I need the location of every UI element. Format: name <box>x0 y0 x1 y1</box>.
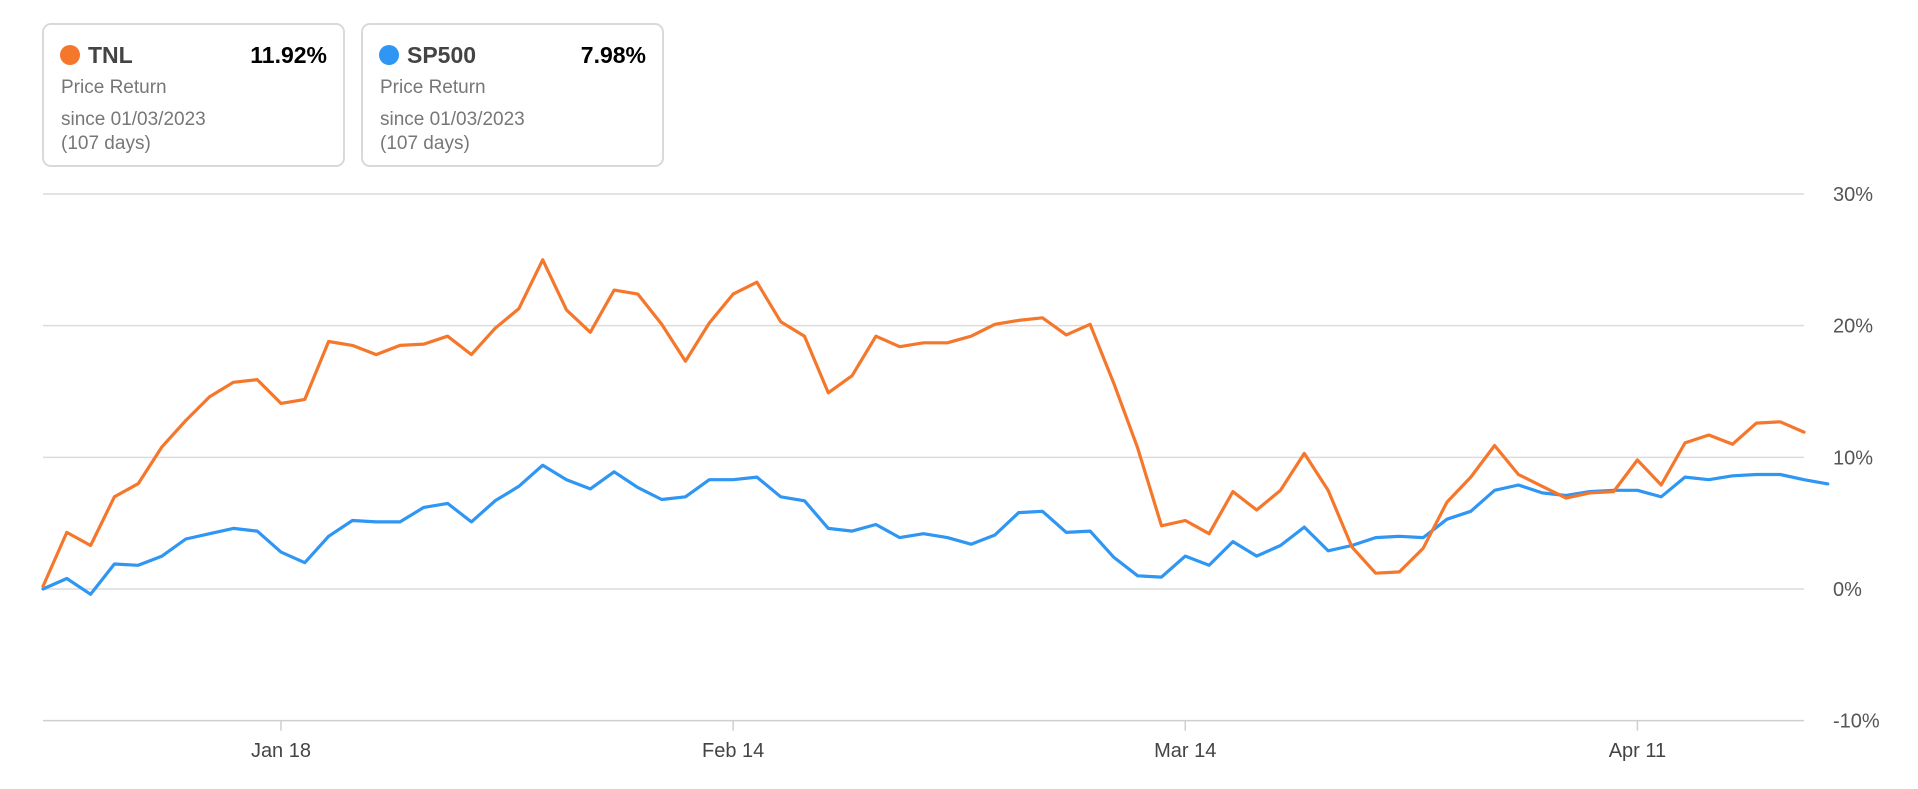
y-tick-label: -10% <box>1833 711 1880 733</box>
tnl-days-count: (107 days) <box>61 133 151 154</box>
x-tick-label: Mar 14 <box>1154 740 1216 762</box>
x-tick-label: Feb 14 <box>702 740 764 762</box>
legend-card-sp500[interactable]: SP500 7.98% Price Return since 01/03/202… <box>361 23 664 167</box>
sp500-since-date: since 01/03/2023 <box>380 109 525 130</box>
sp500-color-dot-icon <box>379 45 399 65</box>
sp500-subtitle: Price Return <box>380 77 486 98</box>
y-tick-label: 0% <box>1833 579 1862 601</box>
y-tick-label: 30% <box>1833 184 1873 206</box>
tnl-ticker: TNL <box>88 41 133 68</box>
sp500-return-value: 7.98% <box>580 41 646 68</box>
legend-card-header: TNL 11.92% <box>60 40 327 70</box>
legend-card-tnl[interactable]: TNL 11.92% Price Return since 01/03/2023… <box>42 23 345 167</box>
series-line-sp500 <box>41 463 1830 596</box>
y-tick-label: 10% <box>1833 447 1873 469</box>
sp500-ticker: SP500 <box>407 41 477 68</box>
y-tick-label: 20% <box>1833 316 1873 338</box>
series-line-tnl <box>41 258 1806 589</box>
x-tick-label: Jan 18 <box>251 740 311 762</box>
x-tick-label: Apr 11 <box>1609 740 1666 762</box>
sp500-days-count: (107 days) <box>380 133 470 154</box>
legend-card-header: SP500 7.98% <box>379 40 646 70</box>
tnl-return-value: 11.92% <box>250 41 327 68</box>
tnl-since-date: since 01/03/2023 <box>61 109 206 130</box>
tnl-subtitle: Price Return <box>61 77 167 98</box>
tnl-color-dot-icon <box>60 45 80 65</box>
